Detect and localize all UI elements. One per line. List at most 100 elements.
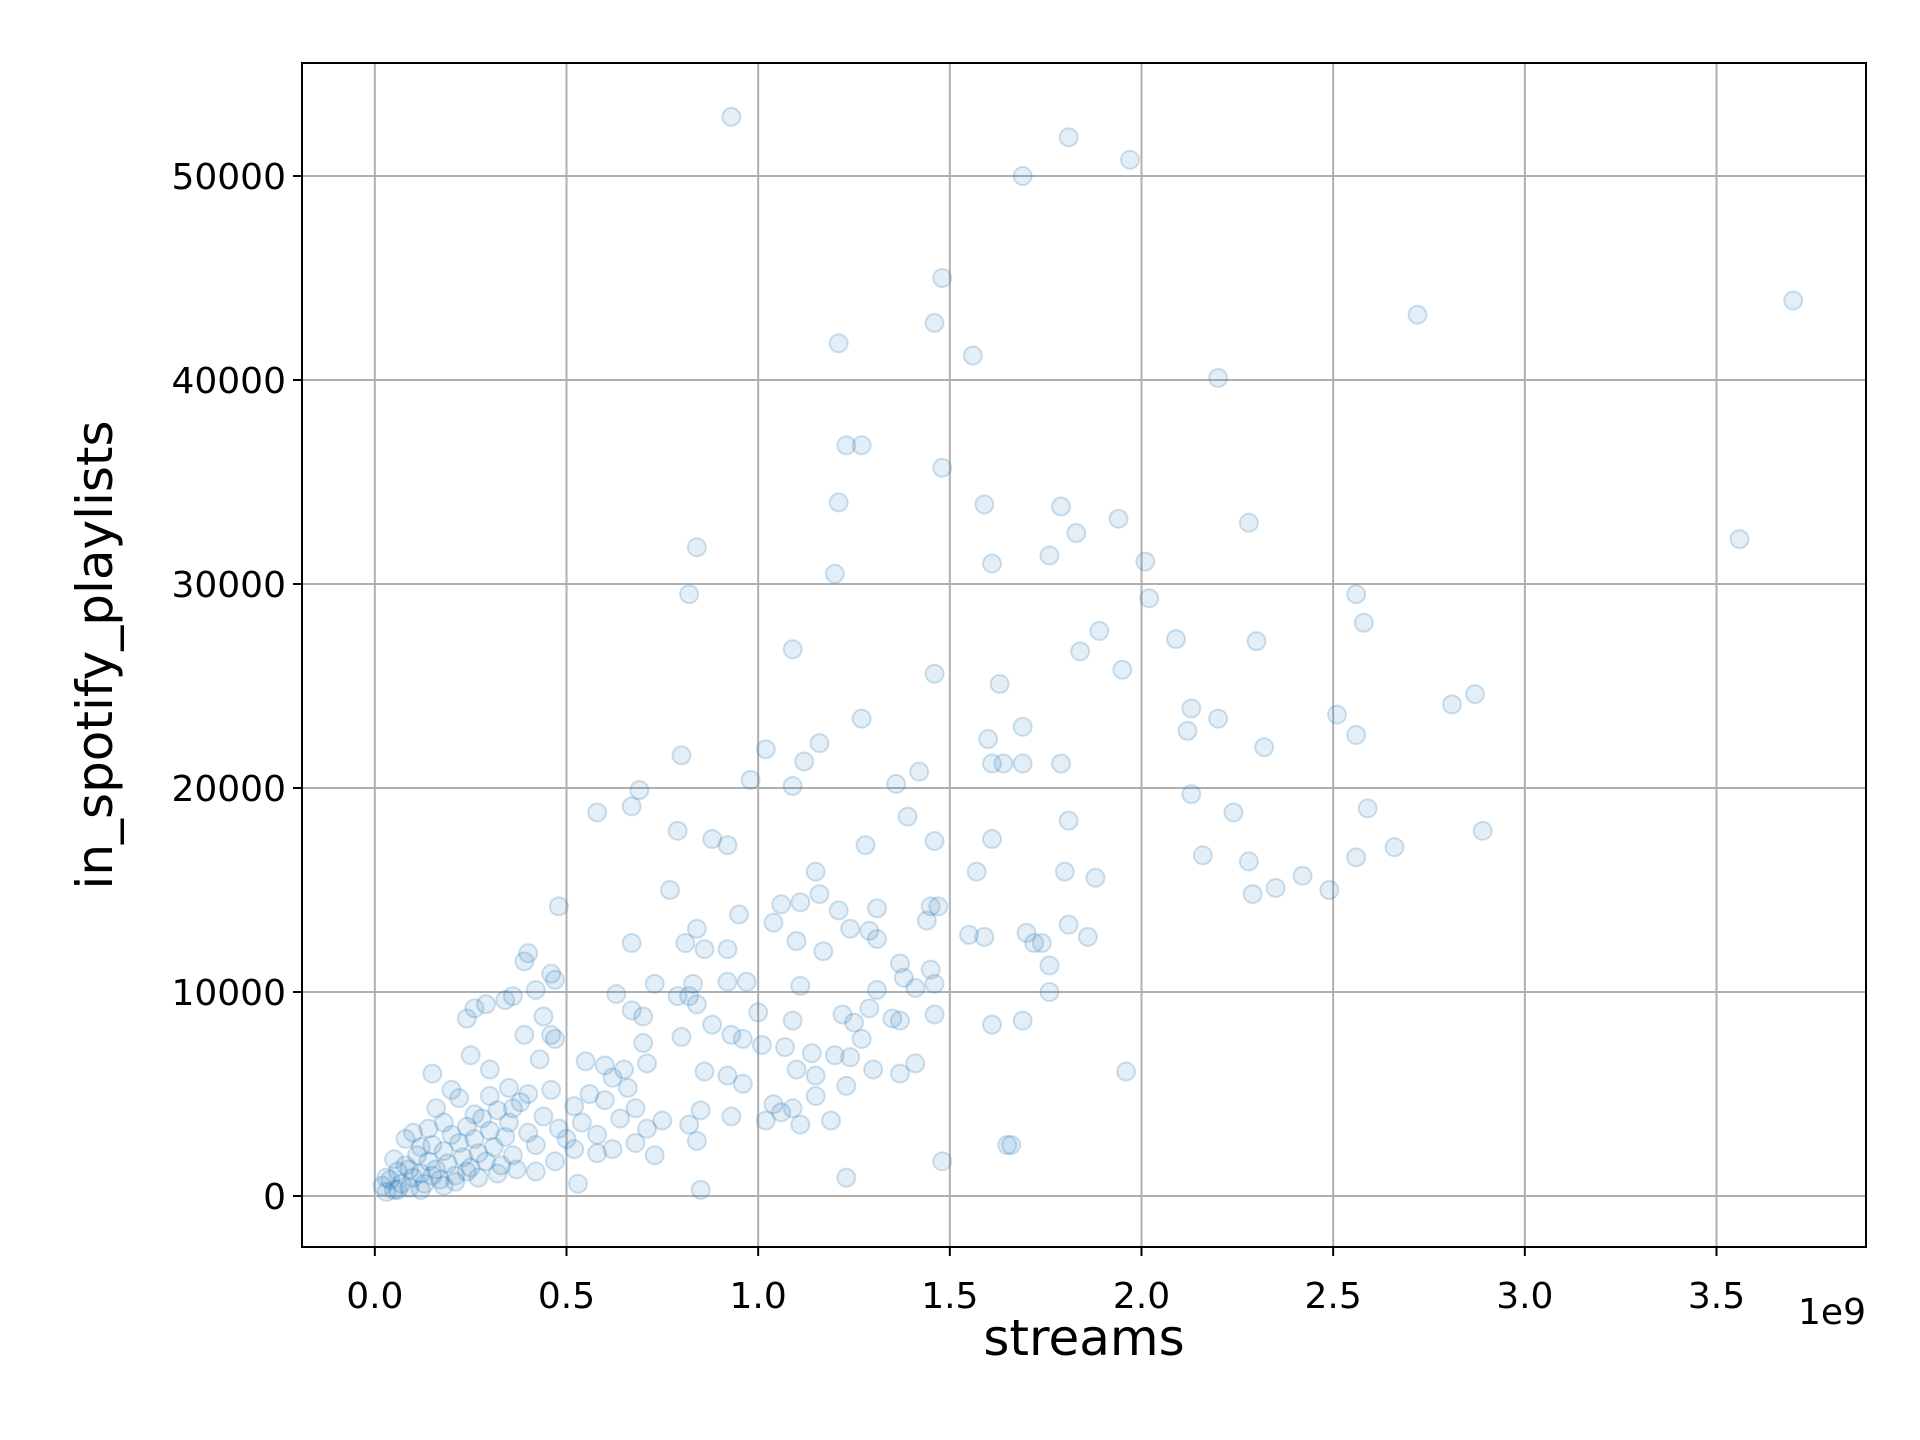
point — [418, 1151, 439, 1172]
x-tick-label: 1.0 — [730, 1276, 787, 1317]
point — [924, 831, 945, 852]
point — [717, 835, 738, 856]
point — [1192, 845, 1213, 866]
point — [717, 971, 738, 992]
point — [1223, 802, 1244, 823]
point — [790, 1114, 811, 1135]
point — [771, 1102, 792, 1123]
point — [541, 963, 562, 984]
point — [786, 931, 807, 952]
point — [1384, 837, 1405, 858]
point — [433, 1112, 454, 1133]
y-tick-label: 50000 — [171, 157, 286, 198]
point — [506, 1159, 527, 1180]
point — [851, 1028, 872, 1049]
point — [410, 1179, 431, 1200]
point — [1346, 847, 1367, 868]
point — [1177, 720, 1198, 741]
point — [518, 943, 539, 964]
point — [924, 973, 945, 994]
point — [487, 1100, 508, 1121]
point — [453, 1147, 473, 1168]
point — [422, 1135, 443, 1156]
x-tick-label: 3.0 — [1496, 1276, 1553, 1317]
point — [790, 975, 811, 996]
point — [694, 1061, 715, 1082]
point — [621, 1000, 642, 1021]
point — [399, 1159, 420, 1180]
point — [525, 1161, 546, 1182]
point — [660, 880, 680, 901]
point — [602, 1139, 623, 1160]
point — [564, 1139, 585, 1160]
point — [924, 1004, 945, 1025]
point — [905, 1053, 926, 1074]
point — [437, 1153, 458, 1174]
point — [1070, 641, 1091, 662]
point — [529, 1049, 550, 1070]
point — [587, 1124, 608, 1145]
point — [851, 435, 872, 456]
point — [525, 979, 546, 1000]
point — [671, 1026, 692, 1047]
point — [1465, 684, 1485, 705]
point — [1246, 631, 1267, 652]
point — [422, 1063, 443, 1084]
point — [426, 1098, 447, 1119]
point — [395, 1128, 416, 1149]
point — [867, 928, 887, 949]
y-tick-label: 40000 — [171, 361, 286, 402]
point — [671, 745, 692, 766]
point — [1039, 955, 1060, 976]
point — [579, 1084, 600, 1105]
point — [686, 537, 707, 558]
point — [614, 1059, 634, 1080]
point — [1135, 551, 1156, 572]
x-axis-label: streams — [983, 1309, 1184, 1367]
point — [813, 941, 834, 962]
point — [1012, 1010, 1033, 1031]
point — [1012, 753, 1033, 774]
point — [1181, 698, 1202, 719]
point — [617, 1077, 638, 1098]
point — [479, 1120, 500, 1141]
point — [433, 1175, 454, 1196]
point — [959, 924, 979, 945]
point — [974, 926, 995, 947]
point — [502, 1145, 523, 1166]
points — [372, 106, 1804, 1202]
x-tick-label: 3.5 — [1688, 1276, 1745, 1317]
point — [564, 1096, 585, 1117]
point — [840, 918, 861, 939]
point — [1089, 620, 1110, 641]
point — [920, 959, 941, 980]
point — [410, 1163, 431, 1184]
point — [801, 1043, 822, 1064]
x-tick-label: 0.5 — [538, 1276, 595, 1317]
point — [782, 775, 803, 796]
point — [690, 1100, 711, 1121]
point — [1139, 588, 1160, 609]
point — [568, 1173, 588, 1194]
point — [422, 1165, 443, 1186]
point — [495, 1126, 516, 1147]
point — [702, 829, 723, 850]
point — [763, 1094, 784, 1115]
point — [491, 1155, 512, 1176]
point — [924, 312, 945, 333]
point — [403, 1167, 424, 1188]
point — [832, 1004, 853, 1025]
point — [514, 951, 535, 972]
point — [464, 998, 485, 1019]
point — [633, 1033, 654, 1054]
x-tick-label: 2.0 — [1113, 1276, 1170, 1317]
point — [587, 802, 608, 823]
point — [541, 1079, 562, 1100]
point — [740, 769, 761, 790]
point — [525, 1135, 546, 1156]
point — [1407, 304, 1428, 325]
point — [786, 1059, 807, 1080]
point — [575, 1051, 596, 1072]
point — [479, 1059, 500, 1080]
point — [1058, 810, 1079, 831]
